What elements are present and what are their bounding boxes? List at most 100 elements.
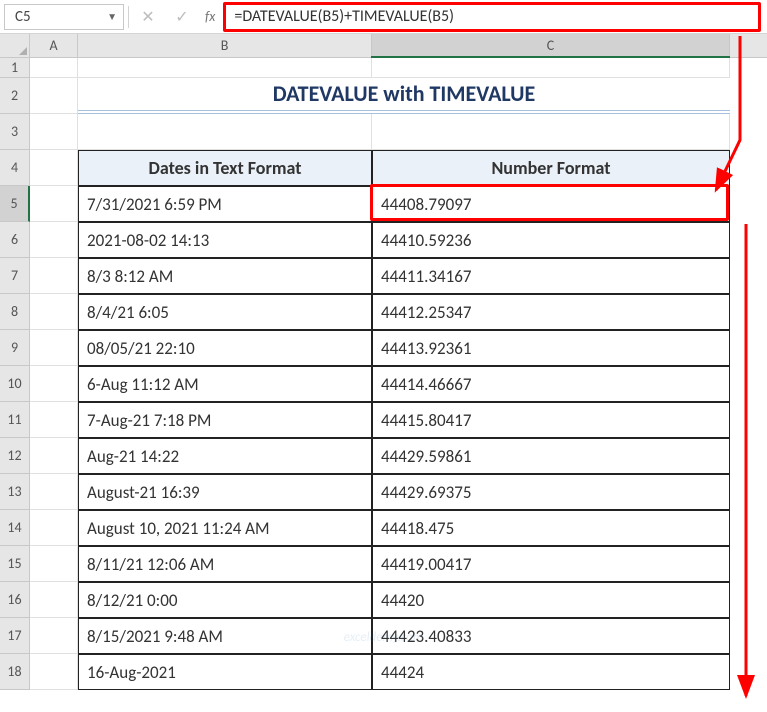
cell-a12[interactable] [30,438,78,474]
cell-c5[interactable]: 44408.79097 [372,186,730,222]
separator [128,6,129,28]
cell-c11[interactable]: 44415.80417 [372,402,730,438]
cell-a5[interactable] [30,186,78,222]
cell-b17[interactable]: 8/15/2021 9:48 AM [78,618,372,654]
cell-c12[interactable]: 44429.59861 [372,438,730,474]
cell-c15[interactable]: 44419.00417 [372,546,730,582]
row-header[interactable]: 15 [0,546,30,582]
row-header[interactable]: 1 [0,58,30,78]
column-headers: A B C [0,34,767,58]
cell-a18[interactable] [30,654,78,690]
cell-b12[interactable]: Aug-21 14:22 [78,438,372,474]
row-header[interactable]: 6 [0,222,30,258]
cell-a4[interactable] [30,150,78,186]
formula-text: =DATEVALUE(B5)+TIMEVALUE(B5) [234,7,454,26]
enter-icon[interactable]: ✓ [167,4,197,30]
cell-b8[interactable]: 8/4/21 6:05 [78,294,372,330]
cell-b7[interactable]: 8/3 8:12 AM [78,258,372,294]
row-9: 9 08/05/21 22:10 44413.92361 [0,330,767,366]
row-5: 5 7/31/2021 6:59 PM 44408.79097 [0,186,767,222]
cell-c3[interactable] [372,114,730,150]
row-header[interactable]: 7 [0,258,30,294]
cell-b6[interactable]: 2021-08-02 14:13 [78,222,372,258]
cell-a10[interactable] [30,366,78,402]
row-header[interactable]: 16 [0,582,30,618]
row-15: 15 8/11/21 12:06 AM 44419.00417 [0,546,767,582]
cancel-icon[interactable]: ✕ [133,4,163,30]
cell-b9[interactable]: 08/05/21 22:10 [78,330,372,366]
row-header[interactable]: 17 [0,618,30,654]
cell-a11[interactable] [30,402,78,438]
cell-c7[interactable]: 44411.34167 [372,258,730,294]
row-header[interactable]: 12 [0,438,30,474]
row-header[interactable]: 4 [0,150,30,186]
formula-bar-row: C5 ▼ ✕ ✓ fx =DATEVALUE(B5)+TIMEVALUE(B5) [0,0,767,34]
row-header[interactable]: 10 [0,366,30,402]
cell-b3[interactable] [78,114,372,150]
row-header[interactable]: 8 [0,294,30,330]
formula-bar[interactable]: =DATEVALUE(B5)+TIMEVALUE(B5) [223,2,761,32]
row-14: 14 August 10, 2021 11:24 AM 44418.475 [0,510,767,546]
cell-a2[interactable] [30,78,78,114]
cell-b1[interactable] [78,58,372,78]
cell-a3[interactable] [30,114,78,150]
cell-b15[interactable]: 8/11/21 12:06 AM [78,546,372,582]
select-all-corner[interactable] [0,34,30,57]
row-header[interactable]: 14 [0,510,30,546]
row-header[interactable]: 11 [0,402,30,438]
col-header-c[interactable]: C [372,34,730,57]
row-header[interactable]: 18 [0,654,30,690]
row-header[interactable]: 3 [0,114,30,150]
row-2: 2 DATEVALUE with TIMEVALUE [0,78,767,114]
cell-b16[interactable]: 8/12/21 0:00 [78,582,372,618]
cell-c8[interactable]: 44412.25347 [372,294,730,330]
cell-b10[interactable]: 6-Aug 11:12 AM [78,366,372,402]
row-13: 13 August-21 16:39 44429.69375 [0,474,767,510]
header-c[interactable]: Number Format [372,150,730,186]
cell-c18[interactable]: 44424 [372,654,730,690]
row-6: 6 2021-08-02 14:13 44410.59236 [0,222,767,258]
row-1: 1 [0,58,767,78]
cell-a6[interactable] [30,222,78,258]
cell-c1[interactable] [372,58,730,78]
cell-a15[interactable] [30,546,78,582]
row-3: 3 [0,114,767,150]
row-header[interactable]: 2 [0,78,30,114]
cell-c14[interactable]: 44418.475 [372,510,730,546]
cell-b14[interactable]: August 10, 2021 11:24 AM [78,510,372,546]
cell-a17[interactable] [30,618,78,654]
col-header-a[interactable]: A [30,34,78,57]
cell-b5[interactable]: 7/31/2021 6:59 PM [78,186,372,222]
cell-b13[interactable]: August-21 16:39 [78,474,372,510]
cell-c13[interactable]: 44429.69375 [372,474,730,510]
cell-b11[interactable]: 7-Aug-21 7:18 PM [78,402,372,438]
cell-a1[interactable] [30,58,78,78]
cell-b18[interactable]: 16-Aug-2021 [78,654,372,690]
row-10: 10 6-Aug 11:12 AM 44414.46667 [0,366,767,402]
row-header[interactable]: 9 [0,330,30,366]
name-box-dropdown-icon[interactable]: ▼ [107,10,117,23]
cell-a16[interactable] [30,582,78,618]
cell-a9[interactable] [30,330,78,366]
cell-c10[interactable]: 44414.46667 [372,366,730,402]
cell-c17[interactable]: 44423.40833 [372,618,730,654]
cell-a14[interactable] [30,510,78,546]
row-header[interactable]: 13 [0,474,30,510]
cell-a7[interactable] [30,258,78,294]
cell-c6[interactable]: 44410.59236 [372,222,730,258]
name-box[interactable]: C5 ▼ [4,4,124,30]
cell-a8[interactable] [30,294,78,330]
cell-a13[interactable] [30,474,78,510]
row-18: 18 16-Aug-2021 44424 [0,654,767,690]
grid: 1 2 DATEVALUE with TIMEVALUE 3 4 Dates i… [0,58,767,690]
title-cell[interactable]: DATEVALUE with TIMEVALUE [78,78,730,114]
fx-icon[interactable]: fx [201,8,219,25]
cell-c16[interactable]: 44420 [372,582,730,618]
row-header[interactable]: 5 [0,186,30,222]
name-box-value: C5 [15,8,31,26]
row-8: 8 8/4/21 6:05 44412.25347 [0,294,767,330]
col-header-b[interactable]: B [78,34,372,57]
header-b[interactable]: Dates in Text Format [78,150,372,186]
cell-c9[interactable]: 44413.92361 [372,330,730,366]
row-17: 17 8/15/2021 9:48 AM 44423.40833 [0,618,767,654]
